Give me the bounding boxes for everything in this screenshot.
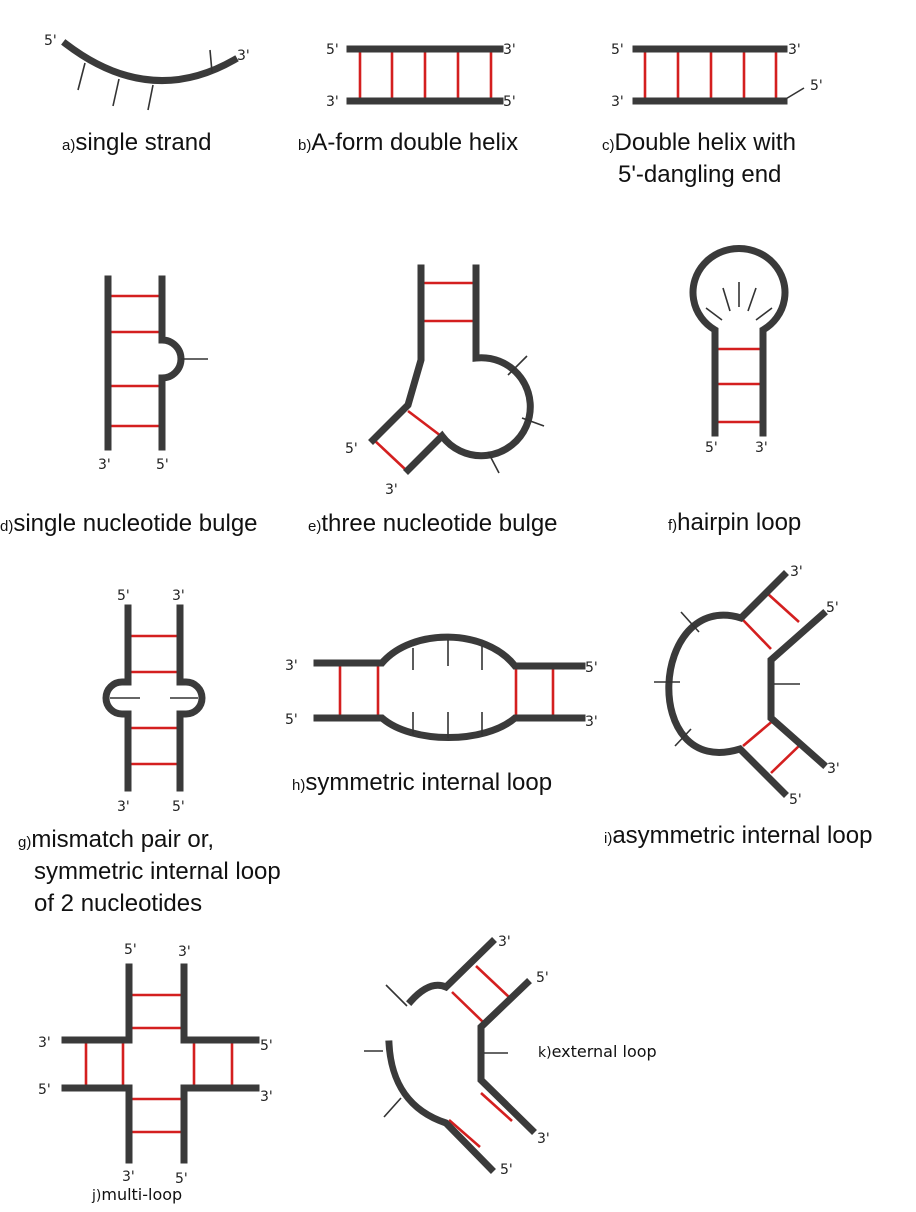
three-prime-label: 3' <box>585 714 598 730</box>
three-prime-label: 3' <box>611 94 624 110</box>
three-prime-label: 3' <box>122 1169 135 1185</box>
panel-i-asymmetric-loop: 3' 5' 3' 5' i)asymmetric internal loop <box>604 564 872 849</box>
three-prime-label: 3' <box>117 799 130 815</box>
three-prime-label: 3' <box>537 1131 550 1147</box>
three-prime-label: 3' <box>98 457 111 473</box>
five-prime-label: 5' <box>44 33 57 49</box>
five-prime-label: 5' <box>503 94 516 110</box>
panel-k-external-loop: 3' 5' 3' 5' k)external loop <box>364 934 657 1178</box>
five-prime-label: 5' <box>260 1038 273 1054</box>
panel-j-multi-loop: 5' 3' 3' 5' 5' 3' 3' 5' j)multi-loop <box>38 942 273 1204</box>
three-prime-label: 3' <box>260 1089 273 1105</box>
three-prime-label: 3' <box>38 1035 51 1051</box>
caption-a: a)single strand <box>62 129 211 156</box>
caption-g-line2: symmetric internal loop <box>34 858 281 885</box>
caption-b: b)A-form double helix <box>298 129 518 156</box>
caption-c: c)Double helix with <box>602 129 796 156</box>
panel-c-dangling-end: 5' 3' 3' 5' c)Double helix with 5'-dangl… <box>602 42 823 188</box>
five-prime-label: 5' <box>500 1162 513 1178</box>
five-prime-label: 5' <box>789 792 802 808</box>
five-prime-label: 5' <box>345 441 358 457</box>
five-prime-label: 5' <box>705 440 718 456</box>
panel-f-hairpin: 5' 3' f)hairpin loop <box>668 245 801 536</box>
five-prime-label: 5' <box>826 600 839 616</box>
caption-k: k)external loop <box>538 1042 657 1061</box>
three-prime-label: 3' <box>285 658 298 674</box>
three-prime-label: 3' <box>790 564 803 580</box>
three-prime-label: 3' <box>788 42 801 58</box>
caption-g-line3: of 2 nucleotides <box>34 890 202 917</box>
five-prime-label: 5' <box>611 42 624 58</box>
five-prime-label: 5' <box>536 970 549 986</box>
panel-g-mismatch: 5' 3' 3' 5' g)mismatch pair or, symmetri… <box>18 588 281 917</box>
five-prime-label: 5' <box>326 42 339 58</box>
five-prime-label: 5' <box>585 660 598 676</box>
caption-i: i)asymmetric internal loop <box>604 822 872 849</box>
panel-h-symmetric-loop: 3' 5' 5' 3' h)symmetric internal loop <box>285 633 598 796</box>
caption-h: h)symmetric internal loop <box>292 769 552 796</box>
five-prime-label: 5' <box>38 1082 51 1098</box>
three-prime-label: 3' <box>503 42 516 58</box>
five-prime-label: 5' <box>124 942 137 958</box>
caption-d: d)single nucleotide bulge <box>0 510 258 537</box>
three-prime-label: 3' <box>827 761 840 777</box>
three-prime-label: 3' <box>326 94 339 110</box>
three-prime-label: 3' <box>178 944 191 960</box>
five-prime-label: 5' <box>117 588 130 604</box>
panel-e-three-bulge: 5' 3' e)three nucleotide bulge <box>308 264 558 537</box>
three-prime-label: 3' <box>385 482 398 498</box>
panel-a-single-strand: 5' 3' a)single strand <box>44 33 250 156</box>
three-prime-label: 3' <box>237 48 250 64</box>
three-prime-label: 3' <box>172 588 185 604</box>
caption-c-line2: 5'-dangling end <box>618 161 781 188</box>
caption-f: f)hairpin loop <box>668 509 801 536</box>
panel-d-single-bulge: 3' 5' d)single nucleotide bulge <box>0 275 258 537</box>
five-prime-label: 5' <box>156 457 169 473</box>
five-prime-label: 5' <box>285 712 298 728</box>
five-prime-label: 5' <box>175 1171 188 1187</box>
caption-g: g)mismatch pair or, <box>18 826 214 853</box>
panel-b-double-helix: 5' 3' 3' 5' b)A-form double helix <box>298 42 518 156</box>
three-prime-label: 3' <box>755 440 768 456</box>
caption-j: j)multi-loop <box>91 1185 182 1204</box>
five-prime-label: 5' <box>172 799 185 815</box>
caption-e: e)three nucleotide bulge <box>308 510 558 537</box>
three-prime-label: 3' <box>498 934 511 950</box>
five-prime-label: 5' <box>810 78 823 94</box>
